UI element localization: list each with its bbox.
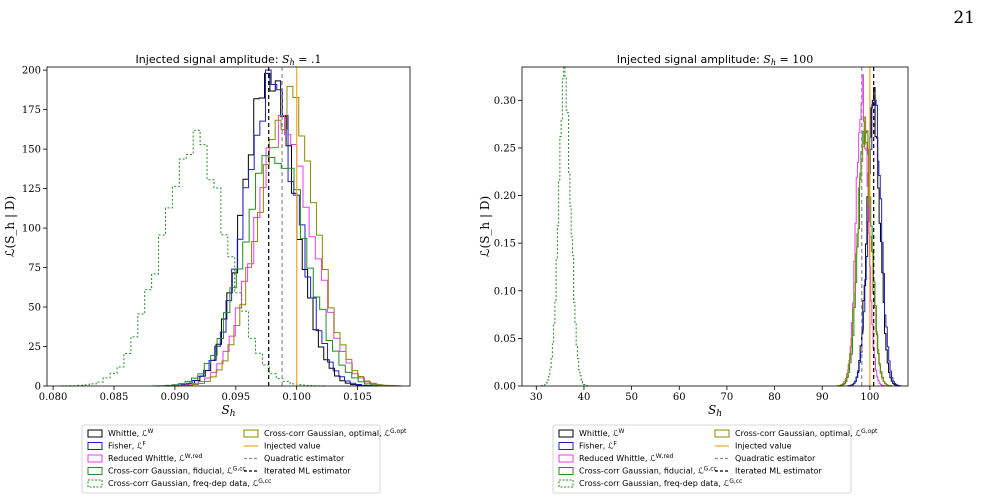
legend-label: Cross-corr Gaussian, optimal, ℒG,opt: [264, 428, 407, 438]
legend-swatch: [87, 479, 103, 488]
x-axis-label: Sh: [708, 403, 722, 419]
legend-label: Whittle, ℒW: [579, 428, 624, 438]
legend-label: Injected value: [264, 442, 321, 451]
legend-label: Iterated ML estimator: [735, 467, 822, 476]
x-tick-label: 0.100: [282, 392, 311, 403]
x-tick-label: 40: [578, 392, 591, 403]
legend-swatch: [87, 467, 103, 475]
legend-label: Cross-corr Gaussian, freq-dep data, ℒG,c…: [108, 478, 271, 488]
legend-label: Cross-corr Gaussian, optimal, ℒG,opt: [735, 428, 878, 438]
x-tick-label: 70: [721, 392, 734, 403]
legend-label: Whittle, ℒW: [108, 428, 153, 438]
y-tick-label: 0.10: [494, 286, 516, 297]
x-tick-label: 60: [673, 392, 686, 403]
legend-swatch: [558, 467, 574, 475]
series-cross-corr-gaussian-freq-dep-data-g-cc: [540, 65, 590, 387]
x-tick-label: 50: [625, 392, 638, 403]
legend-swatch: [87, 442, 103, 450]
legend-label: Quadratic estimator: [264, 454, 345, 463]
legend-label: Cross-corr Gaussian, fiducial, ℒG,cc: [579, 466, 717, 476]
y-tick-label: 75: [28, 263, 41, 274]
plot-frame: [521, 66, 909, 387]
legend-swatch: [243, 429, 259, 438]
chart-left: Injected signal amplitude: Sh = .10.080 0…: [3, 53, 411, 419]
series-fisher-f: [847, 99, 902, 387]
legend-swatch: [558, 454, 574, 463]
legend-box: [81, 424, 381, 494]
legend-label: Quadratic estimator: [735, 454, 816, 463]
y-tick-label: 0.15: [494, 239, 516, 250]
series-cross-corr-gaussian-freq-dep-data-g-cc: [61, 129, 326, 387]
y-tick-label: 0.25: [494, 143, 516, 154]
y-tick-label: 0.00: [494, 382, 516, 393]
legend-label: Reduced Whittle, ℒW,red: [108, 453, 203, 463]
x-tick-label: 80: [768, 392, 781, 403]
y-axis-label: ℒ(S_h | D): [3, 196, 17, 257]
y-tick-label: 25: [28, 342, 41, 353]
legend-label: Iterated ML estimator: [264, 467, 351, 476]
legend-swatch: [558, 479, 574, 488]
legend-swatch: [558, 442, 574, 450]
series-cross-corr-gaussian-optimal-g-opt: [836, 116, 893, 387]
plot-frame: [46, 66, 411, 387]
legend-label: Injected value: [735, 442, 792, 451]
y-tick-label: 175: [22, 105, 41, 116]
y-tick-label: 0.20: [494, 191, 516, 202]
legend-label: Fisher, ℒF: [579, 441, 618, 451]
legend-label: Cross-corr Gaussian, fiducial, ℒG,cc: [108, 466, 246, 476]
y-tick-label: 0: [35, 382, 41, 393]
chart-right: Injected signal amplitude: Sh = 100 30 40 5…: [478, 53, 909, 419]
legend-swatch: [87, 429, 103, 438]
series-reduced-whittle-w-red: [167, 114, 402, 387]
legend-label: Cross-corr Gaussian, freq-dep data, ℒG,c…: [579, 478, 742, 488]
y-tick-label: 0.05: [494, 334, 516, 345]
page-number: 21: [953, 8, 975, 28]
x-axis-label: Sh: [221, 403, 235, 419]
legend-left: Whittle, ℒW Fisher, ℒF Reduced Whittle, ℒW…: [81, 424, 407, 494]
y-tick-label: 100: [22, 224, 41, 235]
series-cross-corr-gaussian-fiducial-g-cc: [152, 155, 398, 387]
x-tick-label: 0.090: [161, 392, 190, 403]
y-tick-label: 150: [22, 145, 41, 156]
legend-label: Reduced Whittle, ℒW,red: [579, 453, 674, 463]
y-tick-label: 200: [22, 66, 41, 77]
x-tick-label: 0.095: [221, 392, 250, 403]
y-tick-label: 125: [22, 184, 41, 195]
legend-swatch: [87, 454, 103, 463]
y-axis-label: ℒ(S_h | D): [478, 196, 492, 257]
chart-title: Injected signal amplitude: Sh = .1: [136, 53, 322, 67]
y-tick-label: 0.30: [494, 96, 516, 107]
x-tick-label: 0.105: [343, 392, 372, 403]
legend-swatch: [558, 429, 574, 438]
legend-swatch: [714, 429, 730, 438]
x-tick-label: 30: [530, 392, 543, 403]
legend-box: [552, 424, 852, 494]
x-tick-label: 90: [816, 392, 829, 403]
chart-title: Injected signal amplitude: Sh = 100: [617, 53, 813, 67]
x-tick-label: 0.085: [100, 392, 129, 403]
series-fisher-f: [163, 69, 379, 387]
series-whittle-w: [167, 72, 373, 387]
x-tick-label: 0.080: [39, 392, 68, 403]
x-tick-label: 100: [860, 392, 879, 403]
legend-right: Whittle, ℒW Fisher, ℒF Reduced Whittle, ℒW…: [552, 424, 878, 494]
y-tick-label: 50: [28, 303, 41, 314]
series-cross-corr-gaussian-optimal-g-opt: [174, 85, 400, 387]
legend-label: Fisher, ℒF: [108, 441, 147, 451]
